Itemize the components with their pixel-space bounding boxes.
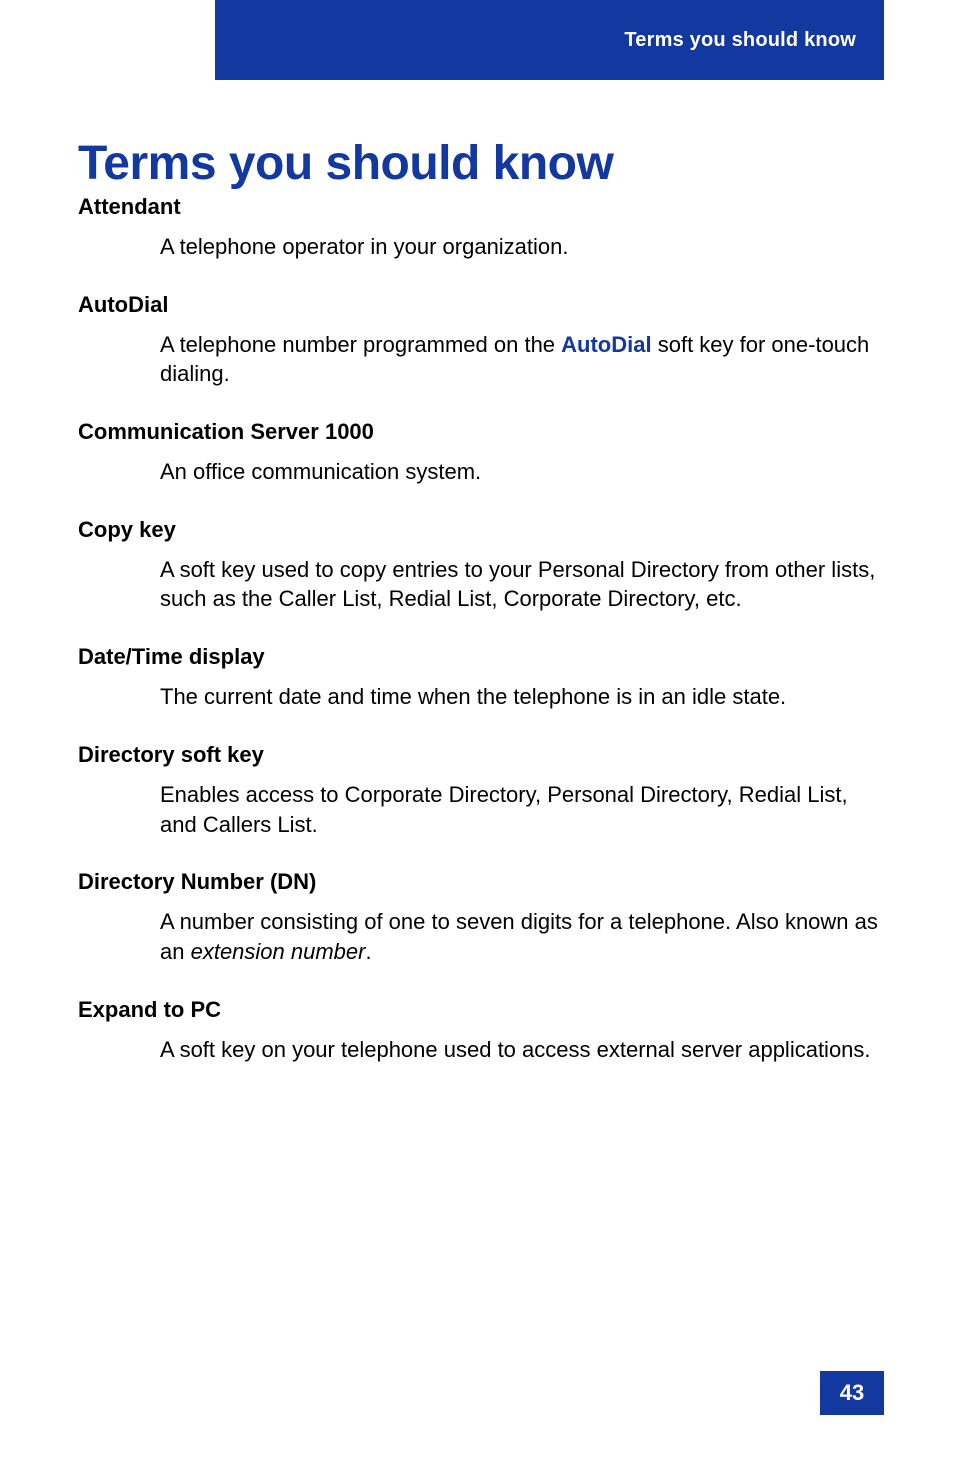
definition-text: A telephone number programmed on the bbox=[160, 332, 561, 357]
softkey-reference: AutoDial bbox=[561, 332, 651, 357]
term-heading: Attendant bbox=[78, 194, 884, 220]
definition-text: Enables access to Corporate Directory, P… bbox=[160, 782, 848, 837]
term-heading: Date/Time display bbox=[78, 644, 884, 670]
term-definition: A soft key on your telephone used to acc… bbox=[160, 1035, 884, 1065]
page-number-box: 43 bbox=[820, 1371, 884, 1415]
definition-text: A telephone operator in your organizatio… bbox=[160, 234, 569, 259]
term-heading: AutoDial bbox=[78, 292, 884, 318]
term-heading: Directory soft key bbox=[78, 742, 884, 768]
term-definition: A telephone operator in your organizatio… bbox=[160, 232, 884, 262]
definition-text: The current date and time when the telep… bbox=[160, 684, 786, 709]
term-heading: Expand to PC bbox=[78, 997, 884, 1023]
page-title: Terms you should know bbox=[78, 136, 884, 191]
definition-text: . bbox=[365, 939, 371, 964]
definition-text: A soft key on your telephone used to acc… bbox=[160, 1037, 871, 1062]
glossary-content: Attendant A telephone operator in your o… bbox=[78, 194, 884, 1064]
header-tab-label: Terms you should know bbox=[624, 29, 856, 52]
page-number: 43 bbox=[840, 1380, 864, 1406]
term-heading: Communication Server 1000 bbox=[78, 419, 884, 445]
header-tab: Terms you should know bbox=[215, 0, 884, 80]
term-heading: Copy key bbox=[78, 517, 884, 543]
term-definition: A telephone number programmed on the Aut… bbox=[160, 330, 884, 389]
term-definition: A number consisting of one to seven digi… bbox=[160, 907, 884, 966]
italic-text: extension number bbox=[191, 939, 366, 964]
term-definition: Enables access to Corporate Directory, P… bbox=[160, 780, 884, 839]
term-heading: Directory Number (DN) bbox=[78, 869, 884, 895]
term-definition: An office communication system. bbox=[160, 457, 884, 487]
term-definition: The current date and time when the telep… bbox=[160, 682, 884, 712]
definition-text: A soft key used to copy entries to your … bbox=[160, 557, 875, 612]
term-definition: A soft key used to copy entries to your … bbox=[160, 555, 884, 614]
definition-text: An office communication system. bbox=[160, 459, 481, 484]
